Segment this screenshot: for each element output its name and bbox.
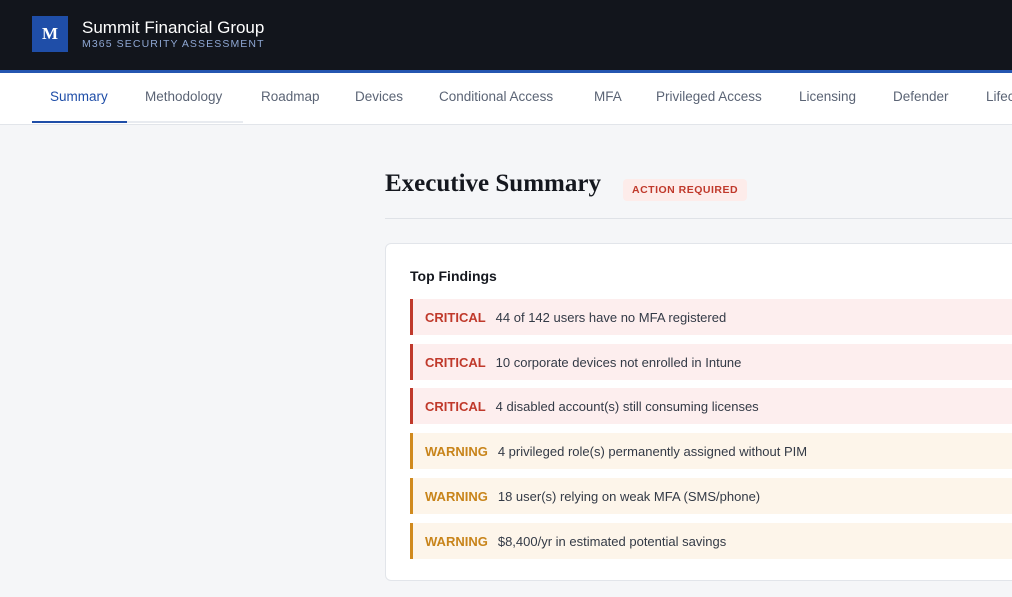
status-badge: ACTION REQUIRED — [623, 179, 748, 201]
finding: WARNING 4 privileged role(s) permanently … — [410, 433, 1012, 469]
finding: WARNING 18 user(s) relying on weak MFA (S… — [410, 478, 1012, 514]
tab-bar: Summary Methodology Roadmap Devices Cond… — [0, 73, 1012, 125]
finding-text: 4 disabled account(s) still consuming li… — [495, 398, 759, 414]
severity: WARNING — [425, 443, 488, 459]
header: M Summit Financial Group M365 SECURITY A… — [0, 0, 1012, 73]
tab[interactable]: Devices — [355, 89, 404, 104]
tab[interactable]: MFA — [594, 89, 622, 104]
finding-text: 10 corporate devices not enrolled in Int… — [495, 354, 742, 370]
tab[interactable]: Roadmap — [261, 89, 320, 104]
finding-text: 44 of 142 users have no MFA registered — [495, 309, 727, 325]
tab[interactable]: Privileged Access — [656, 89, 762, 104]
subtitle: M365 SECURITY ASSESSMENT — [82, 38, 265, 50]
active-underline — [32, 121, 127, 123]
scroll-track — [127, 121, 243, 123]
card-title: Top Findings — [410, 268, 497, 284]
severity: CRITICAL — [425, 309, 486, 325]
tab[interactable]: Lifecycle — [986, 89, 1012, 104]
org-title: Summit Financial Group — [82, 18, 265, 37]
finding-text: 4 privileged role(s) permanently assigne… — [497, 443, 808, 459]
logo: M — [32, 16, 68, 52]
finding: CRITICAL 44 of 142 users have no MFA regi… — [410, 299, 1012, 335]
tab[interactable]: Licensing — [799, 89, 857, 104]
finding-text: $8,400/yr in estimated potential savings — [497, 533, 727, 549]
tab[interactable]: Methodology — [145, 89, 223, 104]
severity: WARNING — [425, 488, 488, 504]
findings-card: Top Findings CRITICAL 44 of 142 users hav… — [385, 243, 1012, 581]
severity: WARNING — [425, 533, 488, 549]
finding: CRITICAL 4 disabled account(s) still cons… — [410, 388, 1012, 424]
finding: CRITICAL 10 corporate devices not enrolle… — [410, 344, 1012, 380]
tab[interactable]: Defender — [893, 89, 949, 104]
finding: WARNING $8,400/yr in estimated potential … — [410, 523, 1012, 559]
divider — [385, 218, 1012, 219]
page-heading: Executive Summary — [385, 170, 601, 197]
severity: CRITICAL — [425, 354, 486, 370]
tab[interactable]: Summary — [50, 89, 108, 104]
severity: CRITICAL — [425, 398, 486, 414]
finding-text: 18 user(s) relying on weak MFA (SMS/phon… — [497, 488, 761, 504]
tab[interactable]: Conditional Access — [439, 89, 554, 104]
